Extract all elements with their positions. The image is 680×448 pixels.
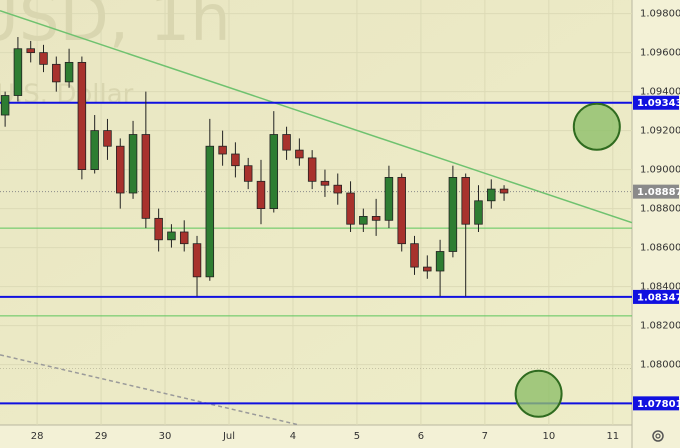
y-tick-label: 1.08000 bbox=[640, 360, 680, 371]
y-tick-label: 1.09200 bbox=[640, 126, 680, 137]
candle-body bbox=[179, 231, 189, 245]
candle-body bbox=[307, 157, 317, 182]
candle-body bbox=[371, 215, 381, 221]
price-tag-label: 1.09343 bbox=[637, 98, 680, 109]
candle-body bbox=[77, 61, 87, 171]
x-tick-label: 6 bbox=[418, 431, 424, 442]
candle-body bbox=[474, 200, 483, 225]
candle-body bbox=[320, 180, 330, 186]
series bbox=[0, 10, 632, 425]
y-tick-label: 1.08200 bbox=[640, 321, 680, 332]
annotation-circle bbox=[514, 369, 563, 418]
candle-body bbox=[103, 130, 112, 147]
axes: 1.09800 1.09600 1.09400 1.09200 1.09000 1.088… bbox=[31, 9, 680, 442]
candle-body bbox=[243, 165, 253, 182]
x-tick-label: 7 bbox=[482, 431, 488, 442]
candle-body bbox=[499, 188, 509, 194]
x-tick-label: 29 bbox=[95, 431, 108, 442]
candle-body bbox=[461, 177, 470, 225]
price-axis bbox=[632, 0, 680, 448]
candle-body bbox=[256, 180, 266, 210]
candle-body bbox=[231, 153, 240, 167]
candle-body bbox=[167, 231, 176, 241]
candle-body bbox=[423, 266, 432, 272]
candle-body bbox=[487, 188, 496, 202]
candle-body bbox=[410, 243, 419, 268]
y-tick-label: 1.08800 bbox=[640, 204, 680, 215]
candle-body bbox=[26, 48, 35, 54]
candle-body bbox=[346, 192, 355, 225]
candle-body bbox=[448, 177, 458, 252]
x-tick-label: 10 bbox=[542, 431, 555, 442]
y-tick-label: 1.09000 bbox=[640, 165, 680, 176]
candle-body bbox=[384, 177, 394, 221]
candle-body bbox=[269, 134, 279, 210]
candle-body bbox=[116, 145, 125, 194]
price-tag bbox=[633, 289, 679, 304]
y-tick-label: 1.09400 bbox=[640, 87, 680, 98]
candle-body bbox=[154, 217, 163, 241]
price-tag-label: 1.08887 bbox=[637, 187, 680, 198]
candle-body bbox=[435, 251, 445, 272]
candle-body bbox=[141, 134, 151, 219]
y-tick-label: 1.08600 bbox=[640, 243, 680, 254]
trend-line bbox=[0, 354, 300, 425]
x-tick-label: Jul bbox=[222, 431, 235, 442]
price-tag bbox=[633, 396, 679, 411]
settings-icon[interactable] bbox=[652, 430, 664, 442]
candle-body bbox=[359, 215, 368, 225]
y-tick-label: 1.08400 bbox=[640, 282, 680, 293]
candle-body bbox=[282, 134, 291, 151]
y-tick-label: 1.09600 bbox=[640, 48, 680, 59]
candle-body bbox=[205, 145, 215, 278]
price-tag-label: 1.07801 bbox=[637, 399, 680, 410]
x-tick-label: 28 bbox=[31, 431, 44, 442]
candle-body bbox=[90, 130, 99, 171]
candle-body bbox=[192, 243, 202, 278]
candle-body bbox=[52, 63, 61, 83]
watermark: USD, 1h bbox=[0, 0, 231, 56]
trend-line bbox=[0, 10, 632, 224]
candle-body bbox=[218, 145, 227, 155]
candle-body bbox=[0, 95, 10, 116]
plot: USD, 1h U.S. Dollar bbox=[0, 0, 632, 425]
candle-body bbox=[397, 177, 406, 245]
price-tag bbox=[633, 95, 679, 110]
candle-body bbox=[13, 48, 23, 96]
candle-body bbox=[295, 149, 304, 159]
time-axis bbox=[0, 425, 632, 448]
x-tick-label: 4 bbox=[290, 431, 296, 442]
price-tag bbox=[633, 184, 679, 199]
x-tick-label: 30 bbox=[159, 431, 172, 442]
watermark-subtitle: U.S. Dollar bbox=[0, 80, 134, 110]
candle-body bbox=[64, 61, 74, 83]
plot-area bbox=[0, 0, 632, 425]
candle-body bbox=[39, 52, 48, 65]
candle-body bbox=[128, 134, 138, 194]
annotation-circle bbox=[572, 102, 621, 151]
price-tag-label: 1.08347 bbox=[637, 292, 680, 303]
x-tick-label: 11 bbox=[606, 431, 619, 442]
candle-body bbox=[333, 184, 342, 194]
y-tick-label: 1.09800 bbox=[640, 9, 680, 20]
x-tick-label: 5 bbox=[354, 431, 360, 442]
